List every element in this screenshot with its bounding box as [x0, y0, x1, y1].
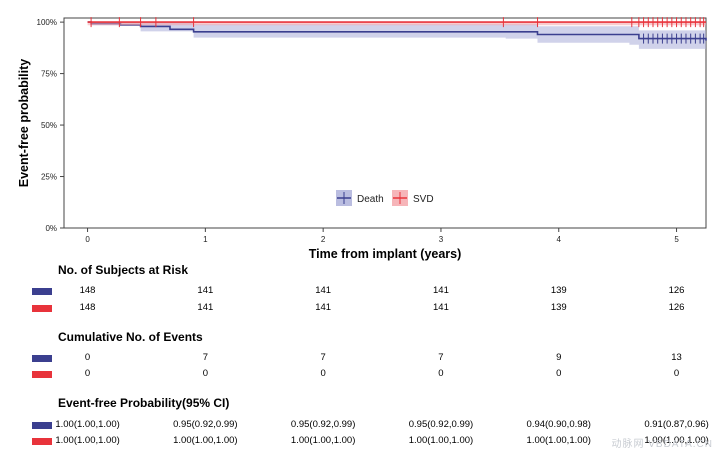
table-cell: 1.00(1.00,1.00) [55, 435, 120, 446]
table-cell: 1.00(1.00,1.00) [408, 435, 474, 446]
table-cell: 7 [202, 352, 208, 363]
table-cell: 0.91(0.87,0.96) [644, 419, 709, 430]
table-cell: 139 [550, 302, 567, 313]
row-color-swatch [32, 422, 52, 429]
table-cell: 0 [202, 368, 208, 379]
table-cell: 0.95(0.92,0.99) [290, 419, 356, 430]
ci-band-death [87, 22, 707, 51]
table-row-events-death: 0 7 7 7 9 13 [0, 352, 725, 366]
table-row-prob-svd: 1.00(1.00,1.00) 1.00(1.00,1.00) 1.00(1.00,… [0, 435, 725, 449]
y-tick-label: 100% [37, 18, 57, 27]
row-color-swatch [32, 305, 52, 312]
table-cell: 1.00(1.00,1.00) [290, 435, 356, 446]
table-cell: 7 [320, 352, 326, 363]
table-cell: 0 [556, 368, 562, 379]
table-row-at-risk-svd: 148 141 141 141 139 126 [0, 302, 725, 316]
plot-frame [63, 17, 707, 229]
table-title-events: Cumulative No. of Events [58, 330, 203, 344]
plot-layer: 0% 25% 50% 75% 100% 0 1 2 3 4 5 Event-free probabil… [17, 17, 707, 261]
table-title-probability: Event-free Probability(95% CI) [58, 396, 230, 410]
table-cell: 9 [556, 352, 562, 363]
x-axis-title: Time from implant (years) [309, 247, 462, 261]
legend-label-death: Death [357, 194, 384, 205]
table-cell: 0.95(0.92,0.99) [408, 419, 474, 430]
table-cell: 0 [673, 368, 680, 379]
table-cell: 141 [433, 285, 449, 296]
table-cell: 1.00(1.00,1.00) [55, 419, 120, 430]
table-cell: 126 [668, 302, 685, 313]
table-title-at-risk: No. of Subjects at Risk [58, 263, 189, 277]
table-cell: 141 [433, 302, 449, 313]
y-tick-label: 25% [41, 173, 57, 182]
table-cell: 141 [315, 285, 332, 296]
table-cell: 0.94(0.90,0.98) [526, 419, 591, 430]
x-tick-label: 1 [203, 235, 208, 244]
x-tick-label: 5 [674, 235, 679, 244]
table-row-events-svd: 0 0 0 0 0 0 [0, 368, 725, 382]
table-row-prob-death: 1.00(1.00,1.00) 0.95(0.92,0.99) 0.95(0.92,… [0, 419, 725, 433]
km-chart: 0% 25% 50% 75% 100% 0 1 2 3 4 5 Event-free probabil… [17, 17, 707, 261]
y-tick-label: 0% [45, 224, 57, 233]
row-color-swatch [32, 288, 52, 295]
table-cell: 1.00(1.00,1.00) [644, 435, 709, 446]
y-tick-label: 75% [41, 70, 57, 79]
table-cell: 13 [671, 352, 682, 363]
table-cell: 7 [438, 352, 444, 363]
legend-label-svd: SVD [413, 194, 434, 205]
row-color-swatch [32, 355, 52, 362]
y-tick-label: 50% [41, 121, 57, 130]
x-tick-label: 0 [85, 235, 90, 244]
x-tick-label: 4 [557, 235, 562, 244]
table-cell: 0 [84, 368, 91, 379]
table-cell: 0.95(0.92,0.99) [173, 419, 238, 430]
table-cell: 141 [315, 302, 332, 313]
table-cell: 148 [79, 302, 96, 313]
table-cell: 141 [197, 302, 214, 313]
table-cell: 1.00(1.00,1.00) [173, 435, 238, 446]
table-cell: 141 [197, 285, 214, 296]
y-axis-title: Event-free probability [17, 59, 31, 188]
table-cell: 126 [668, 285, 685, 296]
row-color-swatch [32, 371, 52, 378]
row-color-swatch [32, 438, 52, 445]
x-tick-label: 2 [321, 235, 326, 244]
watermark-logo: 动脉网 VBDATA.CN [611, 439, 713, 450]
table-cell: 139 [550, 285, 567, 296]
x-tick-label: 3 [439, 235, 444, 244]
table-row-at-risk-death: 148 141 141 141 139 126 [0, 285, 725, 299]
table-cell: 1.00(1.00,1.00) [526, 435, 591, 446]
table-cell: 0 [320, 368, 326, 379]
table-cell: 148 [79, 285, 96, 296]
table-cell: 0 [438, 368, 444, 379]
table-cell: 0 [84, 352, 91, 363]
